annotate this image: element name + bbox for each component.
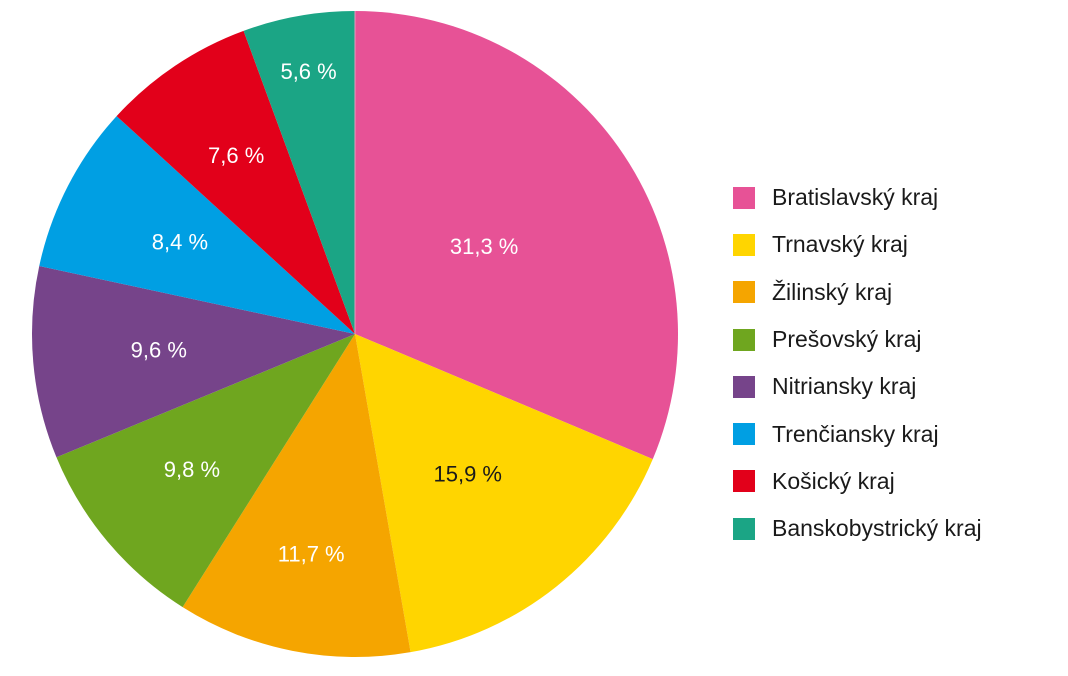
legend-label: Trenčiansky kraj bbox=[772, 420, 939, 447]
pie-slice-zilinsky-kraj bbox=[182, 334, 411, 657]
pie-slice-trnavsky-kraj bbox=[355, 334, 653, 653]
legend-item-kosicky-kraj: Košický kraj bbox=[733, 458, 982, 505]
pie-slice-trenciansky-kraj bbox=[39, 116, 355, 335]
legend-swatch bbox=[733, 423, 755, 446]
pie-slice-presovsky-kraj bbox=[56, 334, 356, 608]
legend-item-presovsky-kraj: Prešovský kraj bbox=[733, 316, 982, 363]
legend-swatch bbox=[733, 375, 755, 398]
legend-swatch bbox=[733, 517, 755, 540]
legend-swatch bbox=[733, 233, 755, 256]
legend-label: Trnavský kraj bbox=[772, 231, 908, 258]
legend: Bratislavský kraj Trnavský kraj Žilinský k… bbox=[733, 174, 982, 552]
legend-label: Banskobystrický kraj bbox=[772, 515, 982, 542]
legend-item-nitriansky-kraj: Nitriansky kraj bbox=[733, 363, 982, 410]
legend-label: Žilinský kraj bbox=[772, 278, 893, 305]
legend-label: Košický kraj bbox=[772, 467, 895, 494]
legend-label: Nitriansky kraj bbox=[772, 373, 917, 400]
legend-item-trenciansky-kraj: Trenčiansky kraj bbox=[733, 410, 982, 457]
pie-slice-bratislavsky-kraj bbox=[355, 11, 678, 460]
legend-label: Bratislavský kraj bbox=[772, 184, 939, 211]
pie-slice-nitriansky-kraj bbox=[31, 265, 355, 458]
legend-item-zilinsky-kraj: Žilinský kraj bbox=[733, 269, 982, 316]
legend-item-bratislavsky-kraj: Bratislavský kraj bbox=[733, 174, 982, 221]
slice-label-bratislavsky-kraj: 31,3 % bbox=[450, 234, 519, 259]
legend-swatch bbox=[733, 328, 755, 351]
slice-label-kosicky-kraj: 7,6 % bbox=[208, 143, 264, 168]
slice-label-trenciansky-kraj: 8,4 % bbox=[152, 229, 208, 254]
legend-item-trnavsky-kraj: Trnavský kraj bbox=[733, 221, 982, 268]
slice-label-nitriansky-kraj: 9,6 % bbox=[131, 337, 187, 362]
legend-swatch bbox=[733, 470, 755, 493]
slice-label-presovsky-kraj: 9,8 % bbox=[164, 457, 220, 482]
slice-label-zilinsky-kraj: 11,7 % bbox=[278, 542, 345, 567]
slice-label-trnavsky-kraj: 15,9 % bbox=[433, 461, 502, 486]
legend-item-banskobystricky-kraj: Banskobystrický kraj bbox=[733, 505, 982, 552]
pie-slice-kosicky-kraj bbox=[116, 30, 355, 335]
legend-swatch bbox=[733, 186, 755, 209]
pie-slice-banskobystricky-kraj bbox=[243, 11, 355, 334]
legend-label: Prešovský kraj bbox=[772, 326, 922, 353]
slice-label-banskobystricky-kraj: 5,6 % bbox=[280, 59, 336, 84]
legend-swatch bbox=[733, 281, 755, 304]
